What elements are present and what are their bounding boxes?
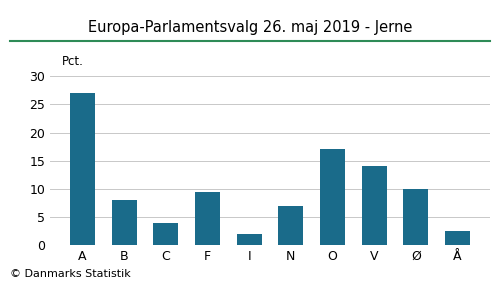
Text: Europa-Parlamentsvalg 26. maj 2019 - Jerne: Europa-Parlamentsvalg 26. maj 2019 - Jer… bbox=[88, 20, 412, 35]
Bar bbox=[404, 189, 428, 245]
Text: © Danmarks Statistik: © Danmarks Statistik bbox=[10, 269, 131, 279]
Bar bbox=[362, 166, 386, 245]
Bar bbox=[195, 192, 220, 245]
Bar bbox=[154, 223, 178, 245]
Bar bbox=[236, 234, 262, 245]
Bar bbox=[320, 149, 345, 245]
Bar bbox=[112, 200, 136, 245]
Bar bbox=[278, 206, 303, 245]
Bar bbox=[70, 93, 95, 245]
Bar bbox=[445, 231, 470, 245]
Text: Pct.: Pct. bbox=[62, 55, 84, 68]
